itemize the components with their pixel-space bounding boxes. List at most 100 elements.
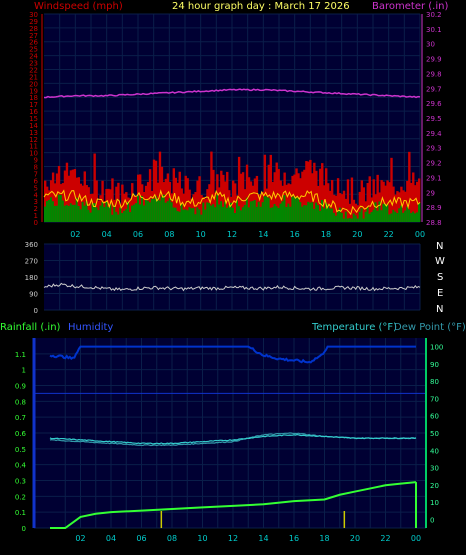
wind-avg-bar bbox=[194, 214, 197, 222]
compass-e: E bbox=[437, 288, 443, 299]
wind-avg-bar bbox=[358, 211, 362, 222]
wind-gust-bar bbox=[372, 179, 375, 222]
wind-gust-bar bbox=[178, 171, 181, 222]
wind-y-tick: 2 bbox=[34, 205, 38, 213]
barometer-y-tick: 29.5 bbox=[426, 115, 442, 123]
wind-avg-bar bbox=[287, 203, 290, 222]
wind-avg-bar bbox=[168, 198, 172, 222]
wind-x-tick: 20 bbox=[352, 230, 362, 239]
wind-avg-bar bbox=[186, 210, 189, 222]
direction-y-tick: 0 bbox=[34, 307, 38, 315]
wind-x-tick: 14 bbox=[258, 230, 268, 239]
wind-gust-bar bbox=[325, 168, 328, 222]
rain-y-tick: 0.5 bbox=[15, 446, 26, 454]
wind-avg-bar bbox=[61, 200, 65, 222]
wind-y-tick: 23 bbox=[29, 60, 38, 68]
wind-gust-bar bbox=[263, 154, 267, 222]
wind-avg-bar bbox=[279, 203, 282, 222]
wind-gust-bar bbox=[332, 194, 336, 222]
wind-avg-bar bbox=[255, 206, 259, 222]
wind-avg-bar bbox=[103, 206, 106, 222]
temp-y-tick: 80 bbox=[430, 378, 439, 386]
wind-avg-bar bbox=[137, 195, 140, 222]
wind-avg-bar bbox=[47, 199, 51, 222]
wind-avg-bar bbox=[285, 207, 288, 222]
wind-avg-bar bbox=[180, 203, 183, 222]
wind-gust-bar bbox=[44, 180, 47, 222]
wind-avg-bar bbox=[121, 213, 124, 222]
wind-avg-bar bbox=[216, 194, 219, 222]
temperature-line bbox=[49, 433, 417, 445]
wind-gust-bar bbox=[342, 190, 346, 222]
wind-gust-bar bbox=[418, 178, 421, 222]
rain-y-tick: 0.2 bbox=[15, 493, 26, 501]
wind-avg-bar bbox=[222, 206, 225, 222]
wind-y-tick: 15 bbox=[29, 115, 38, 123]
wind-avg-bar bbox=[53, 205, 57, 222]
wind-avg-bar bbox=[200, 214, 203, 222]
wind-avg-bar bbox=[344, 211, 348, 222]
wind-avg-bar bbox=[150, 198, 154, 222]
chart-title: 24 hour graph day : March 17 2026 bbox=[172, 1, 350, 12]
wind-gust-bar bbox=[186, 178, 189, 222]
wind-x-tick: 18 bbox=[321, 230, 331, 239]
wind-avg-bar bbox=[97, 210, 100, 222]
wind-gust-bar bbox=[255, 175, 259, 222]
wind-gust-bar bbox=[182, 193, 185, 222]
wind-avg-bar bbox=[129, 212, 132, 222]
wind-avg-bar bbox=[73, 204, 77, 222]
wind-avg-bar bbox=[297, 197, 300, 222]
wind-x-tick: 22 bbox=[384, 230, 394, 239]
wind-gust-bar bbox=[69, 170, 73, 222]
wind-avg-bar bbox=[212, 204, 215, 222]
wind-avg-bar bbox=[303, 205, 306, 222]
wind-gust-bar bbox=[226, 171, 229, 222]
compass-n-top: N bbox=[436, 241, 443, 252]
wind-y-tick: 10 bbox=[29, 150, 38, 158]
barometer-y-tick: 30.1 bbox=[426, 26, 442, 34]
wind-avg-bar bbox=[156, 198, 160, 222]
wind-avg-bar bbox=[261, 202, 265, 222]
wind-avg-bar bbox=[323, 208, 326, 222]
wind-gust-bar bbox=[269, 154, 272, 222]
wind-gust-bar bbox=[79, 183, 82, 222]
wind-avg-bar bbox=[198, 209, 201, 222]
wind-avg-bar bbox=[233, 212, 237, 222]
dewpoint-label: Dew Point (°F) bbox=[394, 322, 466, 333]
wind-gust-bar bbox=[392, 186, 395, 222]
wind-y-tick: 14 bbox=[29, 122, 38, 130]
wind-x-tick: 02 bbox=[70, 230, 80, 239]
wind-avg-bar bbox=[232, 207, 235, 222]
wind-gust-bar bbox=[194, 192, 197, 222]
barometer-y-tick: 29.8 bbox=[426, 70, 442, 78]
wind-gust-bar bbox=[184, 175, 187, 222]
barometer-y-tick: 29.6 bbox=[426, 100, 442, 108]
barometer-y-tick: 29.3 bbox=[426, 145, 442, 153]
wind-avg-bar bbox=[299, 202, 302, 222]
compass-n-bottom: N bbox=[436, 304, 443, 315]
compass-w: W bbox=[435, 256, 445, 267]
wind-gust-bar bbox=[188, 189, 191, 222]
wind-avg-bar bbox=[352, 213, 356, 222]
wind-gust-bar bbox=[301, 171, 304, 222]
wind-gust-bar bbox=[346, 179, 350, 222]
wind-x-tick: 12 bbox=[227, 230, 237, 239]
wind-avg-bar bbox=[277, 207, 280, 222]
compass-s: S bbox=[437, 272, 443, 283]
wind-avg-bar bbox=[69, 203, 73, 222]
wind-avg-bar bbox=[202, 202, 205, 222]
wind-avg-bar bbox=[44, 206, 47, 222]
wind-gust-bar bbox=[123, 193, 126, 222]
wind-gust-bar bbox=[402, 190, 405, 222]
wind-avg-bar bbox=[418, 202, 421, 222]
wind-y-tick: 13 bbox=[29, 129, 38, 137]
temp-y-tick: 30 bbox=[430, 465, 439, 473]
wind-gust-bar bbox=[125, 192, 128, 222]
wind-avg-bar bbox=[125, 208, 128, 222]
wind-avg-bar bbox=[382, 203, 385, 222]
wind-gust-bar bbox=[313, 162, 316, 222]
wind-avg-bar bbox=[360, 208, 364, 222]
wind-avg-bar bbox=[135, 203, 138, 222]
wind-y-tick: 3 bbox=[34, 198, 38, 206]
